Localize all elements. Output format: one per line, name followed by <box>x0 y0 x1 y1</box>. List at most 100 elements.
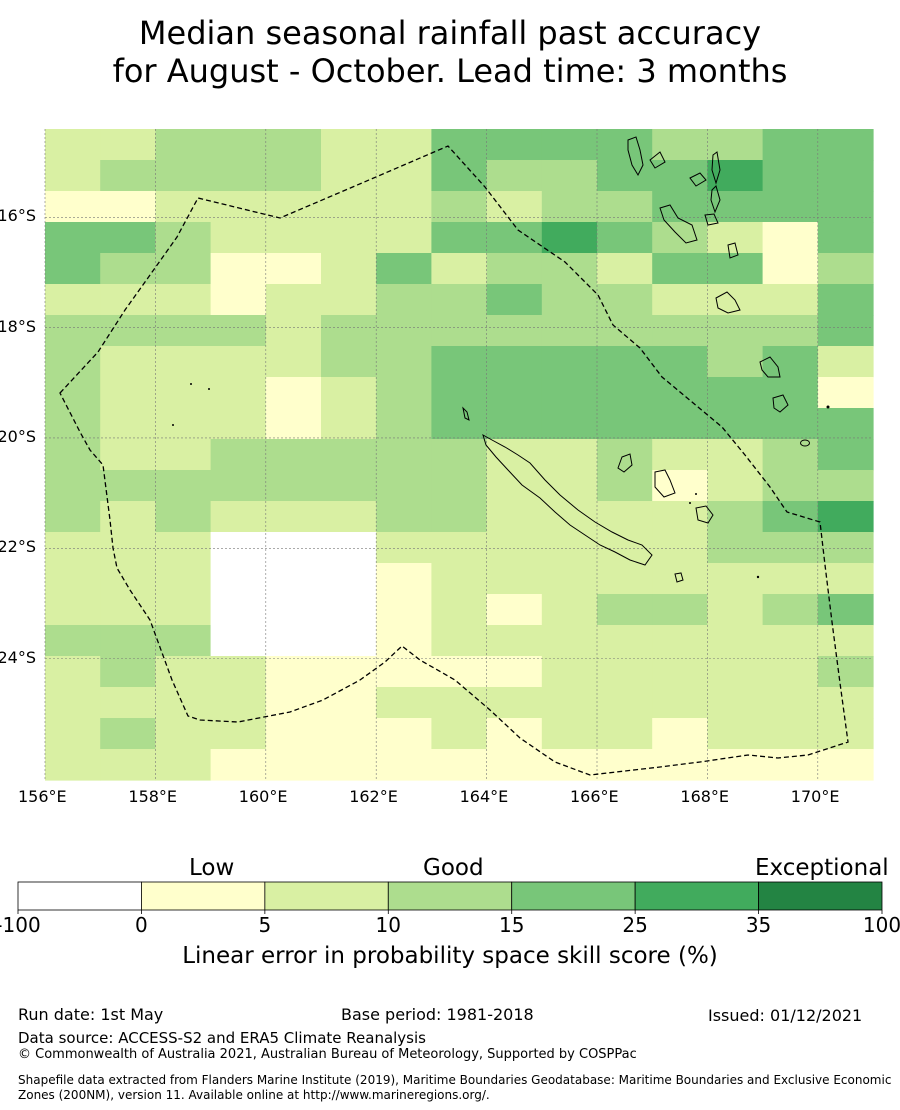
skill-cell <box>707 563 764 595</box>
vanuatu-island <box>711 151 721 185</box>
skill-cell <box>652 749 708 781</box>
skill-cell <box>45 284 101 316</box>
category-low: Low <box>189 855 235 881</box>
skill-cell <box>265 408 322 440</box>
skill-cell <box>321 129 377 161</box>
skill-cell <box>707 594 764 626</box>
skill-cell <box>597 160 653 192</box>
skill-cell <box>762 563 819 595</box>
skill-cell <box>597 129 653 161</box>
skill-cell <box>265 687 322 719</box>
skill-cell <box>707 253 764 285</box>
skill-cell <box>100 749 156 781</box>
skill-cell <box>210 346 267 378</box>
skill-cell <box>265 377 322 409</box>
skill-cell <box>652 501 708 533</box>
skill-cell <box>210 408 267 440</box>
skill-cell <box>817 594 874 626</box>
skill-cell <box>376 532 432 564</box>
skill-cell <box>541 346 598 378</box>
colorbar-tick-label: 10 <box>375 913 402 937</box>
skill-cell <box>321 563 377 595</box>
skill-cell <box>486 718 543 750</box>
skill-cell <box>541 563 598 595</box>
small-island <box>826 405 830 409</box>
skill-cell <box>817 439 874 471</box>
data-source: Data source: ACCESS-S2 and ERA5 Climate … <box>18 1029 426 1047</box>
vanuatu-island <box>689 172 707 187</box>
skill-cell <box>486 284 543 316</box>
skill-cell <box>652 594 708 626</box>
skill-cell <box>155 222 212 254</box>
latitude-label: 22°S <box>0 537 36 557</box>
skill-cell <box>376 191 432 223</box>
skill-cell <box>817 346 874 378</box>
skill-cell <box>45 718 101 750</box>
longitude-label: 162°E <box>349 787 398 806</box>
skill-cell <box>45 501 101 533</box>
skill-cell <box>762 687 819 719</box>
colorbar-tick-label: 35 <box>745 913 772 937</box>
skill-cell <box>431 501 488 533</box>
skill-cell <box>707 656 764 688</box>
skill-cell <box>155 191 212 223</box>
skill-cell <box>762 718 819 750</box>
skill-cell <box>155 563 212 595</box>
skill-cell <box>376 439 432 471</box>
skill-cell <box>45 377 101 409</box>
colorbar-label: Linear error in probability space skill … <box>182 943 718 969</box>
skill-cell <box>155 160 212 192</box>
skill-cell <box>652 718 708 750</box>
skill-cell <box>100 346 156 378</box>
skill-cell <box>431 222 488 254</box>
skill-cell <box>100 253 156 285</box>
skill-cell <box>541 315 598 347</box>
skill-cell <box>265 222 322 254</box>
skill-cell <box>45 129 101 161</box>
skill-cell <box>541 625 598 657</box>
skill-cell <box>45 563 101 595</box>
skill-cell <box>707 718 764 750</box>
skill-cell <box>155 501 212 533</box>
skill-cell <box>486 563 543 595</box>
skill-cell <box>431 470 488 502</box>
skill-cell <box>210 718 267 750</box>
new-caledonia-main-island <box>482 433 653 566</box>
skill-cell <box>762 656 819 688</box>
skill-cell <box>817 532 874 564</box>
skill-cell <box>707 532 764 564</box>
colorbar-tick-label: -100 <box>0 913 41 937</box>
skill-cell <box>376 284 432 316</box>
skill-cell <box>431 749 488 781</box>
skill-cell <box>155 749 212 781</box>
skill-cell <box>541 160 598 192</box>
skill-cell <box>321 284 377 316</box>
skill-cell <box>45 594 101 626</box>
skill-cell <box>486 408 543 440</box>
skill-cell <box>100 687 156 719</box>
skill-cell <box>762 594 819 626</box>
skill-cell <box>431 346 488 378</box>
skill-cell <box>45 532 101 564</box>
skill-cell <box>817 191 874 223</box>
skill-cell <box>541 377 598 409</box>
skill-cell <box>321 191 377 223</box>
skill-cell <box>100 718 156 750</box>
map-title-line-2: for August - October. Lead time: 3 month… <box>112 52 788 90</box>
latitude-label: 24°S <box>0 647 36 667</box>
skill-cell <box>597 315 653 347</box>
colorbar-swatch <box>17 881 142 911</box>
skill-cell <box>210 160 267 192</box>
skill-cell <box>707 408 764 440</box>
skill-cell <box>541 129 598 161</box>
skill-cell <box>817 563 874 595</box>
skill-cell <box>652 191 708 223</box>
skill-cell <box>100 222 156 254</box>
latitude-label: 16°S <box>0 206 36 226</box>
skill-cell <box>817 625 874 657</box>
longitude-label: 156°E <box>18 787 67 806</box>
longitude-label: 166°E <box>570 787 619 806</box>
skill-cell <box>817 377 874 409</box>
skill-cell <box>100 408 156 440</box>
skill-cell <box>762 625 819 657</box>
